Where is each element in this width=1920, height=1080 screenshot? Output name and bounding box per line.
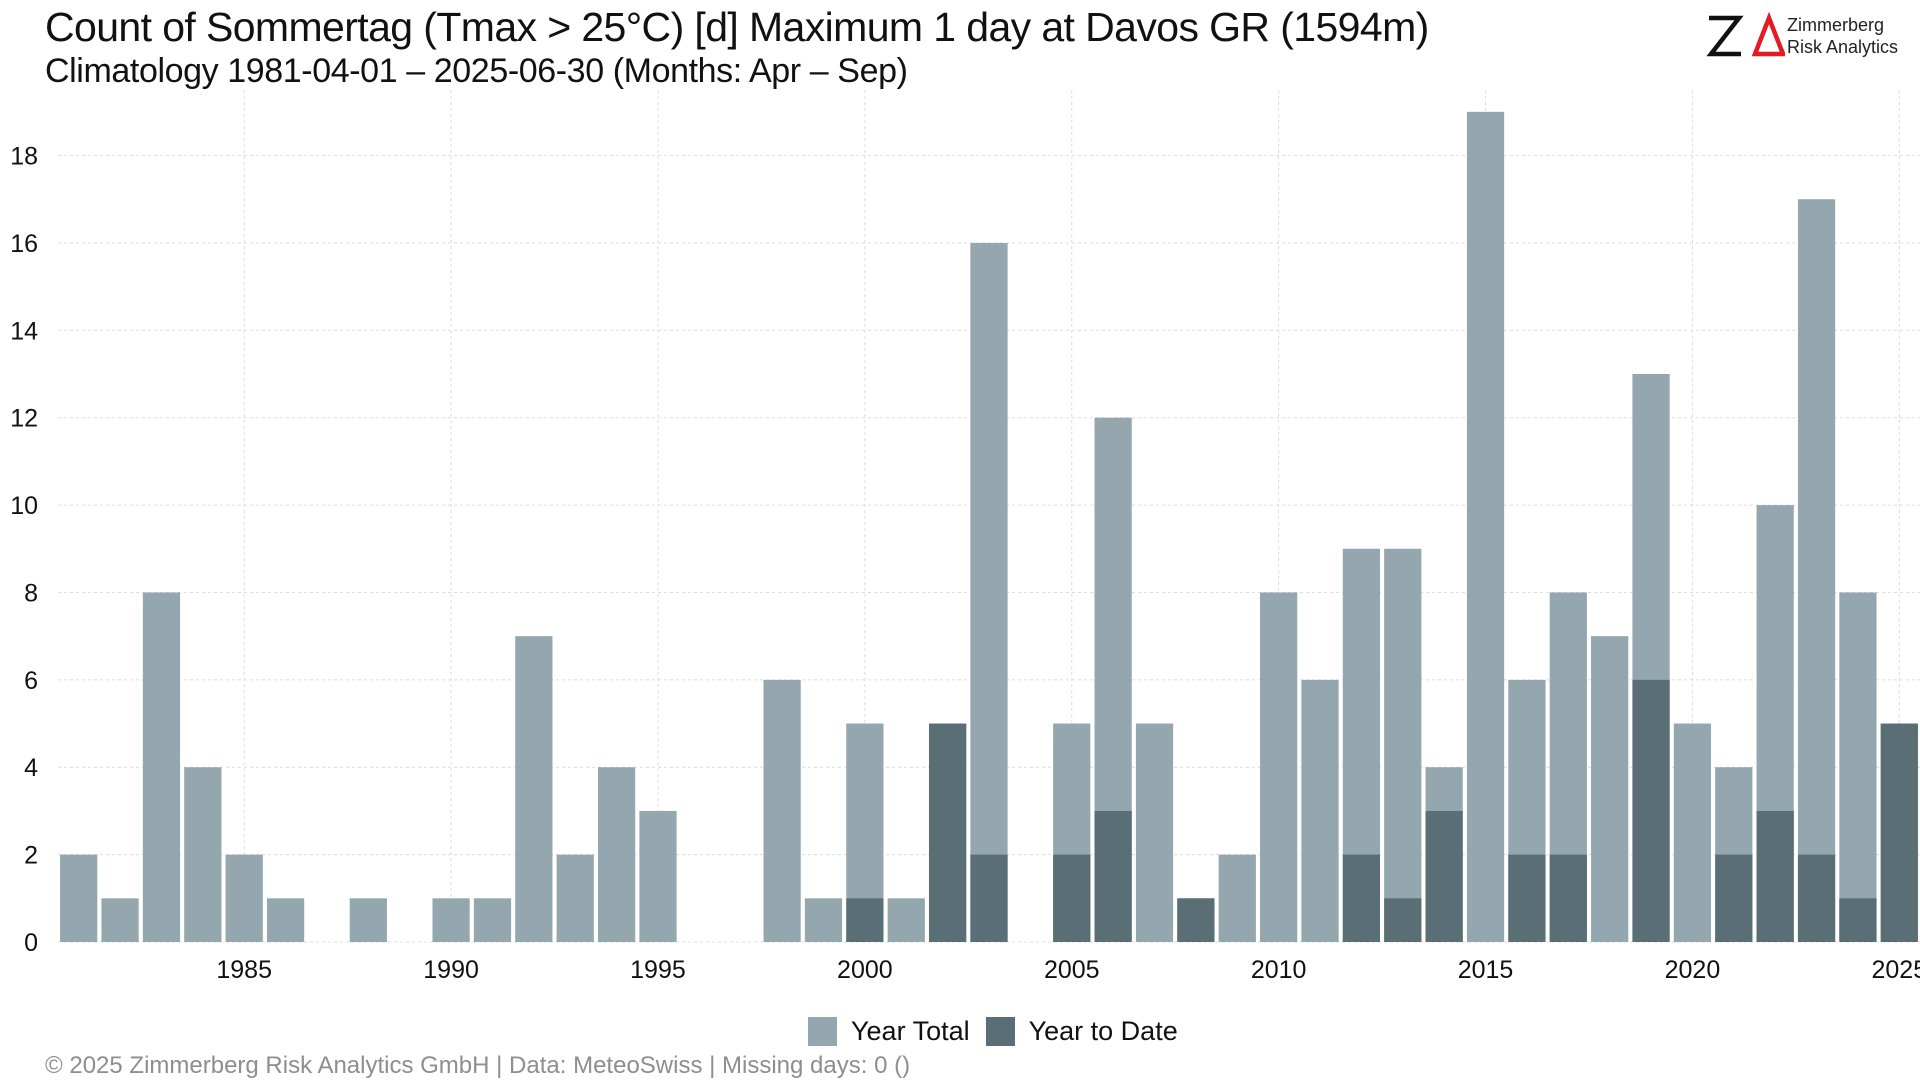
x-axis: 1985 1990 1995 2000 2005 2010 2015 2020 2025 bbox=[216, 956, 1920, 984]
y-tick-label: 4 bbox=[24, 754, 38, 782]
x-tick-label: 2010 bbox=[1251, 956, 1307, 984]
legend-item-year-total: Year Total bbox=[808, 1016, 970, 1047]
bar-year-total bbox=[1218, 854, 1256, 942]
bar-year-total bbox=[1384, 548, 1422, 942]
footer-credits: © 2025 Zimmerberg Risk Analytics GmbH | … bbox=[45, 1052, 911, 1079]
bar-year-to-date bbox=[1508, 854, 1546, 942]
legend-label-year-total: Year Total bbox=[851, 1015, 970, 1046]
bar-year-to-date bbox=[1549, 854, 1587, 942]
y-tick-label: 10 bbox=[10, 492, 38, 520]
bar-year-to-date bbox=[1053, 854, 1091, 942]
y-tick-label: 18 bbox=[10, 143, 38, 171]
za-logo-icon bbox=[1706, 11, 1785, 57]
x-tick-label: 2005 bbox=[1044, 956, 1100, 984]
bar-year-to-date bbox=[1715, 854, 1753, 942]
x-tick-label: 1995 bbox=[630, 956, 686, 984]
y-tick-label: 2 bbox=[24, 842, 38, 870]
y-tick-label: 14 bbox=[10, 317, 38, 345]
y-tick-label: 12 bbox=[10, 405, 38, 433]
x-tick-label: 2015 bbox=[1458, 956, 1514, 984]
bar-year-total bbox=[515, 636, 553, 942]
bars bbox=[60, 111, 1918, 943]
bar-year-total bbox=[225, 854, 263, 942]
bar-year-total bbox=[597, 767, 636, 942]
bar-year-total bbox=[556, 854, 594, 942]
bar-year-total bbox=[639, 810, 677, 942]
legend-item-year-to-date: Year to Date bbox=[985, 1015, 1178, 1047]
company-logo: Zimmerberg Risk Analytics bbox=[1705, 10, 1905, 60]
bar-year-to-date bbox=[1094, 810, 1132, 942]
logo-line-2: Risk Analytics bbox=[1787, 37, 1899, 57]
bar-year-to-date bbox=[1797, 854, 1836, 942]
bar-year-total bbox=[804, 898, 843, 942]
bar-year-to-date bbox=[1632, 679, 1670, 942]
y-tick-label: 0 bbox=[24, 929, 38, 957]
bar-year-total bbox=[1839, 592, 1877, 942]
x-tick-label: 2020 bbox=[1665, 956, 1721, 984]
logo-line-1: Zimmerberg bbox=[1787, 15, 1885, 35]
bar-year-to-date bbox=[1425, 810, 1463, 942]
bar-year-to-date bbox=[1880, 723, 1918, 942]
bar-year-total bbox=[970, 242, 1008, 942]
bar-year-total bbox=[1591, 636, 1629, 942]
bar-year-to-date bbox=[929, 723, 967, 942]
x-tick-label: 1985 bbox=[216, 956, 272, 984]
y-tick-label: 8 bbox=[24, 579, 38, 607]
bar-year-total bbox=[349, 898, 387, 942]
bar-year-total bbox=[184, 767, 222, 942]
legend-label-year-to-date: Year to Date bbox=[1028, 1015, 1178, 1046]
bar-year-total bbox=[763, 679, 801, 942]
chart-title: Count of Sommertag (Tmax > 25°C) [d] Max… bbox=[45, 4, 1429, 50]
bar-year-to-date bbox=[1839, 898, 1877, 942]
bar-year-total bbox=[432, 898, 470, 942]
x-tick-label: 2000 bbox=[837, 956, 893, 984]
bar-year-to-date bbox=[1756, 810, 1794, 942]
bar-year-total bbox=[142, 592, 181, 942]
bar-year-total bbox=[1797, 199, 1836, 942]
bar-year-total bbox=[1673, 723, 1712, 942]
bar-year-total bbox=[1301, 679, 1339, 942]
bar-year-total bbox=[887, 898, 925, 942]
chart-subtitle: Climatology 1981-04-01 – 2025-06-30 (Mon… bbox=[45, 52, 908, 90]
bar-year-to-date bbox=[1384, 898, 1422, 942]
x-tick-label: 2025 bbox=[1871, 956, 1920, 984]
bar-year-to-date bbox=[970, 854, 1008, 942]
x-tick-label: 1990 bbox=[423, 956, 479, 984]
bar-year-total bbox=[1260, 592, 1298, 942]
bar-year-total bbox=[266, 898, 305, 942]
bar-year-to-date bbox=[1342, 854, 1381, 942]
y-tick-label: 16 bbox=[10, 230, 38, 258]
bar-year-total bbox=[101, 898, 139, 942]
bar-year-total bbox=[1466, 111, 1505, 943]
y-tick-label: 6 bbox=[24, 667, 38, 695]
bar-year-total bbox=[60, 854, 98, 942]
bar-year-total bbox=[1135, 723, 1174, 942]
bar-chart: 0 2 4 6 8 10 12 14 16 18 1985 1990 1995 2000 2005 2010… bbox=[10, 90, 1920, 984]
bar-year-to-date bbox=[846, 898, 884, 942]
legend: Year Total Year to Date bbox=[808, 1016, 1194, 1046]
y-axis: 0 2 4 6 8 10 12 14 16 18 bbox=[10, 143, 38, 957]
bar-year-total bbox=[473, 898, 512, 942]
legend-swatch-year-total bbox=[808, 1016, 837, 1046]
legend-swatch-year-to-date bbox=[985, 1016, 1015, 1046]
bar-year-to-date bbox=[1177, 898, 1215, 942]
